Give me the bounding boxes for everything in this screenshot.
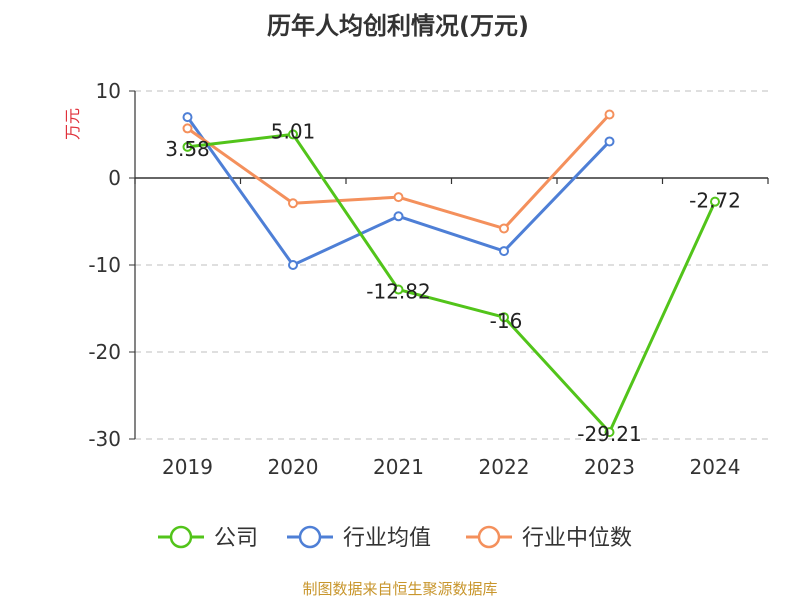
data-point (710, 196, 720, 207)
y-tick-label: -20 (88, 340, 121, 364)
legend: 公司 行业均值 行业中位数 (158, 525, 632, 551)
y-tick-label: -10 (88, 253, 121, 277)
y-tick-label: 10 (96, 79, 121, 103)
series-line (187, 132, 717, 434)
y-tick-labels: 10 0 -10 -20 -30 (88, 79, 121, 451)
data-point (604, 136, 615, 147)
data-point (182, 112, 193, 123)
data-point (288, 129, 298, 140)
x-tick-label: 2023 (584, 455, 635, 479)
series-layer (182, 109, 720, 438)
data-point (182, 123, 193, 134)
data-point (288, 260, 298, 270)
data-label: -29.21 (577, 422, 641, 446)
series-2 (182, 109, 615, 234)
y-tick-label: -30 (88, 427, 121, 451)
x-tick-label: 2019 (162, 455, 213, 479)
legend-label: 行业均值 (343, 526, 431, 551)
data-label: -2.72 (689, 189, 741, 213)
legend-label: 行业中位数 (522, 526, 632, 551)
legend-item: 公司 (158, 525, 258, 551)
legend-item: 行业中位数 (466, 525, 632, 551)
legend-item: 行业均值 (287, 525, 431, 551)
data-label: 3.58 (165, 137, 210, 161)
data-point (499, 312, 509, 323)
source-note: 制图数据来自恒生聚源数据库 (302, 580, 497, 598)
legend-marker (169, 525, 193, 549)
legend-marker (477, 525, 501, 549)
x-tick-label: 2022 (479, 455, 530, 479)
data-point (499, 223, 509, 234)
x-tick-label: 2021 (373, 455, 424, 479)
data-point (288, 198, 298, 209)
data-label: -12.82 (366, 280, 430, 304)
y-tick-label: 0 (108, 166, 121, 190)
x-tick-label: 2024 (690, 455, 741, 479)
axes (129, 90, 769, 440)
data-label: 5.01 (271, 119, 316, 143)
data-point (182, 141, 193, 152)
data-point (499, 246, 509, 257)
x-tick-labels: 2019 2020 2021 2022 2023 2024 (162, 455, 740, 479)
data-label: -16 (490, 309, 523, 333)
y-axis-unit-label: 万元 (63, 108, 82, 140)
series-1 (182, 112, 615, 270)
series-0 (182, 129, 720, 438)
data-point (393, 211, 404, 222)
data-point (604, 427, 615, 438)
legend-label: 公司 (214, 526, 258, 551)
data-labels: 3.58 5.01 -12.82 -16 -29.21 -2.72 (165, 119, 741, 446)
data-point (393, 192, 404, 203)
data-point (393, 284, 404, 295)
legend-marker (298, 525, 322, 549)
x-tick-label: 2020 (268, 455, 319, 479)
data-point (604, 109, 615, 120)
chart-title: 历年人均创利情况(万元) (267, 12, 529, 40)
